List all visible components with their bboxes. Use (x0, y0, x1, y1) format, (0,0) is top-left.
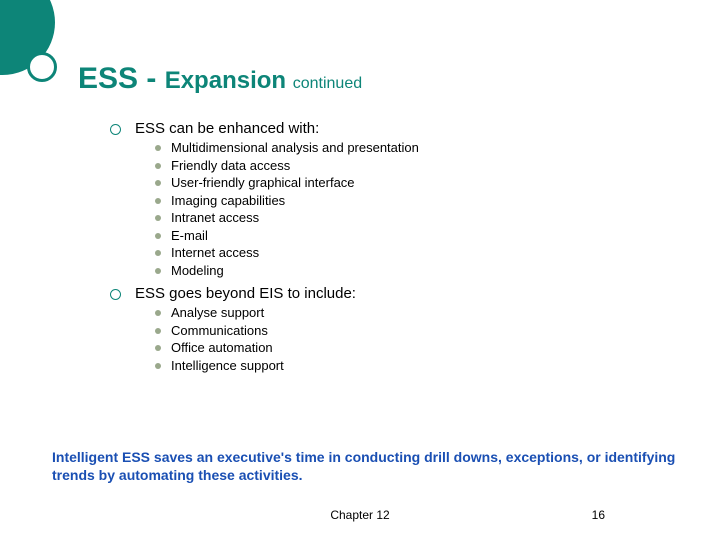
title-sub: Expansion (165, 67, 293, 94)
dot-bullet-icon (155, 233, 161, 239)
dot-bullet-icon (155, 250, 161, 256)
footer-page-number: 16 (592, 508, 605, 522)
level2-text: User-friendly graphical interface (171, 174, 355, 192)
dot-bullet-icon (155, 215, 161, 221)
list-level2-item: Intelligence support (155, 357, 670, 375)
level2-text: Modeling (171, 262, 224, 280)
content-body: ESS can be enhanced with: Multidimension… (110, 120, 670, 381)
circle-bullet-icon (110, 124, 121, 135)
list-level2: Multidimensional analysis and presentati… (155, 139, 670, 279)
list-level1-item: ESS can be enhanced with: (110, 120, 670, 137)
list-level2-item: Communications (155, 322, 670, 340)
list-level2-item: E-mail (155, 227, 670, 245)
dot-bullet-icon (155, 268, 161, 274)
level2-text: Analyse support (171, 304, 264, 322)
level2-text: Friendly data access (171, 157, 290, 175)
dot-bullet-icon (155, 328, 161, 334)
dot-bullet-icon (155, 163, 161, 169)
dot-bullet-icon (155, 198, 161, 204)
level2-text: Office automation (171, 339, 273, 357)
level1-text: ESS goes beyond EIS to include: (135, 285, 356, 302)
dot-bullet-icon (155, 145, 161, 151)
callout-text: Intelligent ESS saves an executive's tim… (52, 448, 684, 484)
list-level2-item: Internet access (155, 244, 670, 262)
level2-text: Intelligence support (171, 357, 284, 375)
title-continued: continued (293, 75, 362, 92)
list-level2-item: Analyse support (155, 304, 670, 322)
level2-text: Communications (171, 322, 268, 340)
dot-bullet-icon (155, 363, 161, 369)
list-level2: Analyse support Communications Office au… (155, 304, 670, 374)
level2-text: Multidimensional analysis and presentati… (171, 139, 419, 157)
dot-bullet-icon (155, 345, 161, 351)
level2-text: E-mail (171, 227, 208, 245)
title-main: ESS - (78, 62, 165, 95)
level2-text: Imaging capabilities (171, 192, 285, 210)
list-level1-item: ESS goes beyond EIS to include: (110, 285, 670, 302)
list-level2-item: User-friendly graphical interface (155, 174, 670, 192)
list-level2-item: Imaging capabilities (155, 192, 670, 210)
list-level2-item: Multidimensional analysis and presentati… (155, 139, 670, 157)
level1-text: ESS can be enhanced with: (135, 120, 319, 137)
list-level2-item: Friendly data access (155, 157, 670, 175)
footer-chapter: Chapter 12 (0, 508, 720, 522)
circle-bullet-icon (110, 289, 121, 300)
dot-bullet-icon (155, 310, 161, 316)
level2-text: Internet access (171, 244, 259, 262)
list-level2-item: Office automation (155, 339, 670, 357)
dot-bullet-icon (155, 180, 161, 186)
corner-accent-ring (27, 52, 57, 82)
list-level2-item: Intranet access (155, 209, 670, 227)
level2-text: Intranet access (171, 209, 259, 227)
slide-title: ESS - Expansion continued (78, 62, 362, 96)
list-level2-item: Modeling (155, 262, 670, 280)
